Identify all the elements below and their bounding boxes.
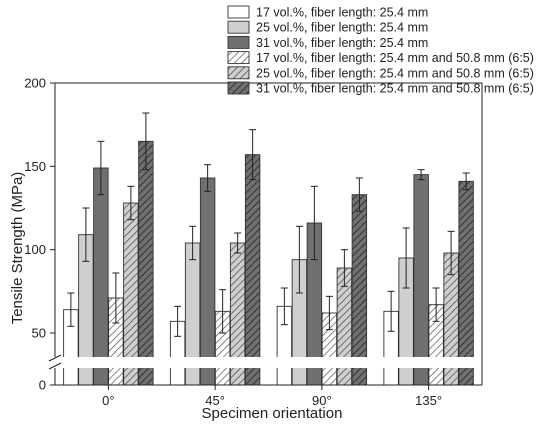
error-bar-3-1 <box>402 227 410 289</box>
bar-1-2 <box>199 177 216 386</box>
legend-swatch <box>227 5 250 19</box>
legend-item-4: 25 vol.%, fiber length: 25.4 mm and 50.8… <box>227 66 534 80</box>
legend-swatch <box>227 66 250 80</box>
y-tick-label: 100 <box>24 242 46 257</box>
axis-break-band <box>49 357 488 368</box>
error-bar-1-5 <box>249 129 257 181</box>
legend-swatch <box>227 35 250 49</box>
x-tick-label: 135° <box>415 393 442 408</box>
bar-0-2 <box>93 167 109 386</box>
legend-item-3: 17 vol.%, fiber length: 25.4 mm and 50.8… <box>227 51 534 65</box>
legend-item-1: 25 vol.%, fiber length: 25.4 mm <box>227 20 428 35</box>
error-bar-0-4 <box>127 185 135 221</box>
error-bar-2-3 <box>325 295 333 331</box>
legend-label: 25 vol.%, fiber length: 25.4 mm and 50.8… <box>256 66 534 80</box>
legend-item-5: 31 vol.%, fiber length: 25.4 mm and 50.8… <box>227 81 534 96</box>
error-bar-1-2 <box>204 164 212 192</box>
error-bar-3-0 <box>387 290 395 332</box>
error-bar-1-3 <box>219 289 227 334</box>
error-bar-0-0 <box>67 292 75 327</box>
y-tick-label: 200 <box>24 76 46 91</box>
error-bar-0-1 <box>82 207 90 262</box>
y-tick-label: 150 <box>24 159 46 174</box>
legend-item-0: 17 vol.%, fiber length: 25.4 mm <box>227 5 428 20</box>
error-bar-3-2 <box>417 169 425 181</box>
x-axis-title: Specimen orientation <box>202 405 343 422</box>
error-bar-2-0 <box>280 287 288 326</box>
x-tick-label: 45° <box>205 393 225 408</box>
error-bars-layer <box>67 112 470 337</box>
bar-3-2 <box>413 174 429 386</box>
bar-2-5 <box>351 194 368 386</box>
error-bar-0-3 <box>112 272 120 324</box>
bar-0-5 <box>138 140 154 386</box>
y-tick-label: 0 <box>39 378 46 393</box>
axes: 0° 45° 90° 135° 0 50 100 150 200 <box>24 76 483 408</box>
error-bar-3-5 <box>462 172 470 191</box>
legend-label: 17 vol.%, fiber length: 25.4 mm and 50.8… <box>256 51 534 65</box>
axis-break-mark-bottom <box>48 362 62 370</box>
error-bar-2-2 <box>310 185 318 261</box>
bar-1-5 <box>244 154 261 386</box>
legend-swatch <box>227 51 250 65</box>
axis-break-mark-top <box>48 354 62 362</box>
legend-swatch <box>227 20 250 34</box>
y-axis-title: Tensile Strength (MPa) <box>9 172 26 325</box>
error-bar-0-2 <box>97 140 105 196</box>
y-tick-label: 50 <box>32 326 46 341</box>
x-tick-label: 90° <box>312 393 332 408</box>
error-bar-1-0 <box>174 305 182 337</box>
error-bar-3-3 <box>432 287 440 322</box>
error-bar-1-1 <box>189 225 197 261</box>
error-bar-2-5 <box>355 177 363 212</box>
legend-label: 31 vol.%, fiber length: 25.4 mm and 50.8… <box>256 82 534 96</box>
error-bar-3-4 <box>447 230 455 276</box>
legend-label: 31 vol.%, fiber length: 25.4 mm <box>256 36 428 50</box>
error-bar-2-4 <box>340 249 348 287</box>
error-bar-2-1 <box>295 225 303 294</box>
bars-layer <box>63 140 474 386</box>
legend-item-2: 31 vol.%, fiber length: 25.4 mm <box>227 35 428 50</box>
error-bar-0-5 <box>142 112 150 171</box>
bar-3-5 <box>458 180 474 386</box>
legend-label: 25 vol.%, fiber length: 25.4 mm <box>256 21 428 35</box>
axis-break <box>48 354 488 370</box>
legend-swatch <box>227 81 250 95</box>
legend-label: 17 vol.%, fiber length: 25.4 mm <box>256 6 428 20</box>
error-bar-1-4 <box>234 232 242 254</box>
x-tick-label: 0° <box>102 393 114 408</box>
